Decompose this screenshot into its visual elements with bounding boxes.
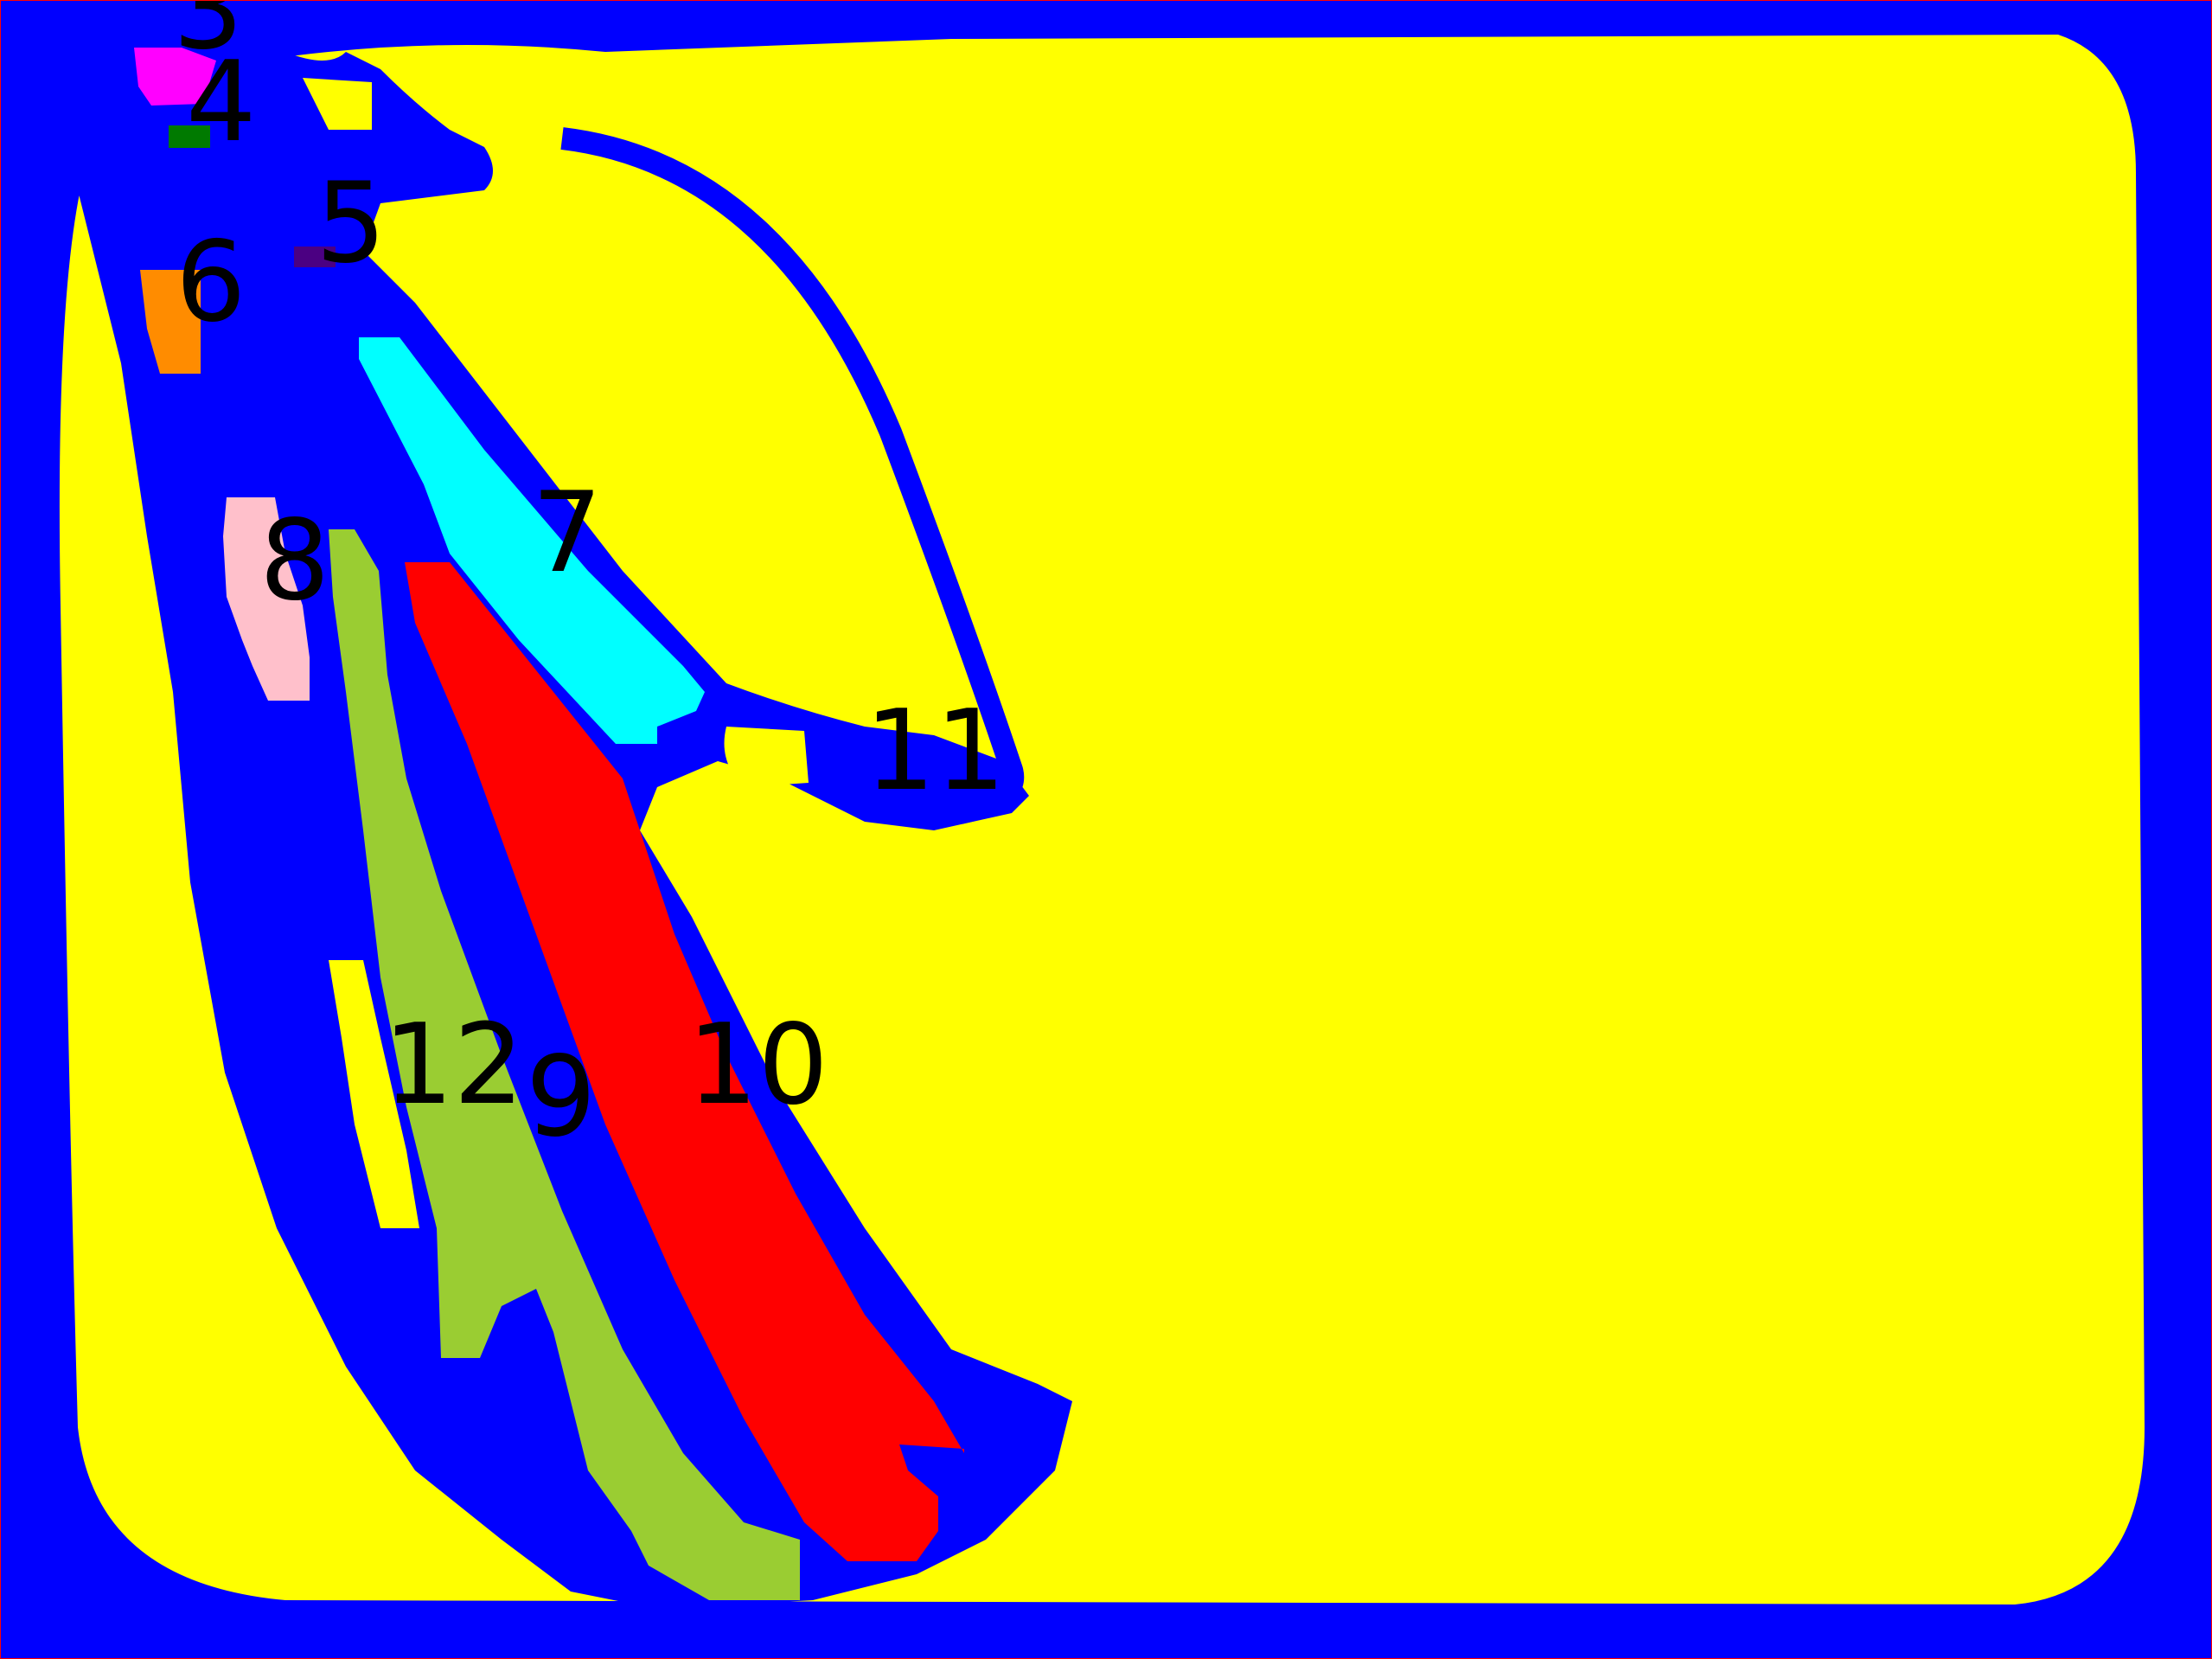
- inner-island-top: [303, 78, 372, 130]
- region-8: [223, 497, 310, 701]
- region-3: [134, 48, 216, 106]
- region-8-label: 8: [259, 496, 329, 625]
- inner-island-loop: [724, 727, 809, 787]
- region-4: [169, 125, 210, 148]
- region-10-label: 10: [687, 1001, 828, 1130]
- arc-region: [560, 127, 1025, 824]
- region-5-label: 5: [316, 159, 386, 288]
- inner-island-left: [329, 960, 419, 1228]
- region-9: [329, 529, 800, 1600]
- region-9-label: 9: [526, 1033, 596, 1162]
- region-7-label: 7: [532, 469, 602, 598]
- region-12-label: 12: [383, 1001, 524, 1130]
- region-3-label: 3: [173, 0, 243, 74]
- region-6: [140, 270, 201, 374]
- region-4-label: 4: [186, 38, 256, 167]
- region-5: [294, 247, 336, 267]
- region-6-label: 6: [176, 218, 246, 347]
- region-7: [359, 337, 705, 744]
- region-10: [405, 562, 964, 1561]
- region-11-label: 11: [865, 687, 1006, 816]
